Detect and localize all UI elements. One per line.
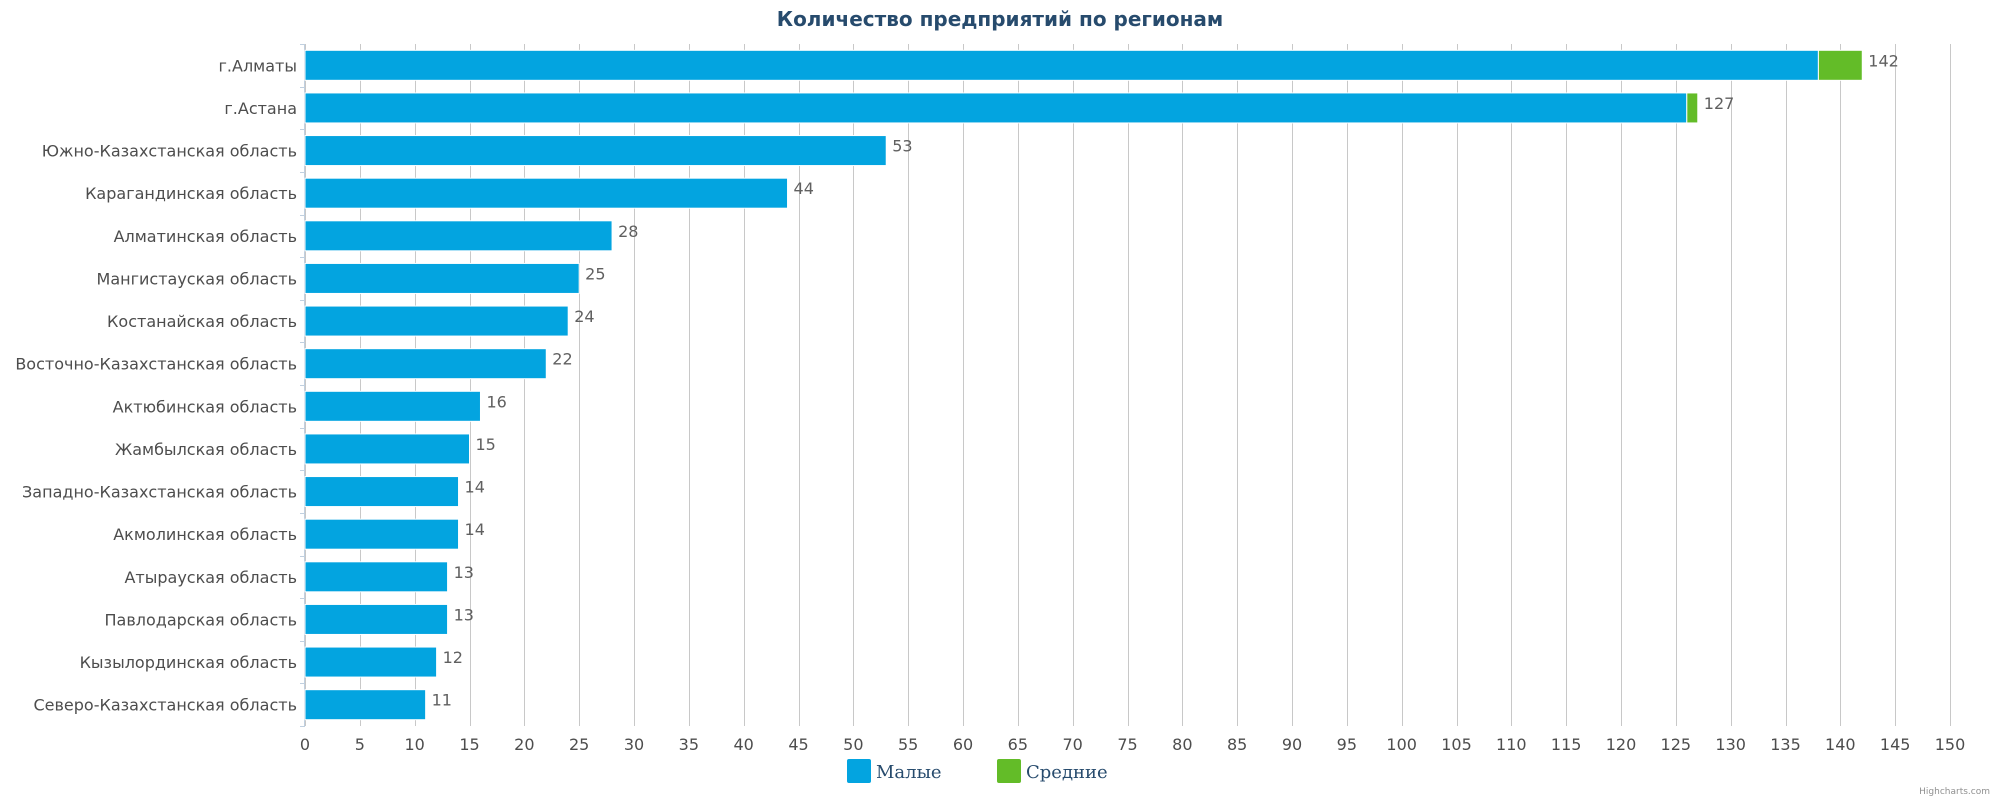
data-label-total: 15: [476, 435, 496, 454]
x-tick-label: 60: [953, 735, 973, 754]
x-tick-label: 15: [459, 735, 479, 754]
x-tick-label: 50: [843, 735, 863, 754]
bar-small-15[interactable]: [304, 689, 427, 721]
category-label: Западно-Казахстанская область: [22, 483, 297, 502]
x-tick-label: 75: [1117, 735, 1137, 754]
category-label: Костанайская область: [107, 312, 297, 331]
x-tick-label: 90: [1282, 735, 1302, 754]
x-tick-label: 125: [1661, 735, 1692, 754]
category-label: Актюбинская область: [113, 397, 297, 416]
data-label-total: 53: [892, 137, 912, 156]
x-tick-label: 80: [1172, 735, 1192, 754]
bar-small-10[interactable]: [304, 476, 460, 508]
x-tick-label: 95: [1337, 735, 1357, 754]
data-label-total: 25: [585, 264, 605, 283]
data-label-total: 127: [1704, 94, 1735, 113]
x-tick-label: 105: [1441, 735, 1472, 754]
legend-swatch: [847, 759, 871, 783]
x-tick-label: 150: [1935, 735, 1966, 754]
category-label: Кызылординская область: [80, 653, 297, 672]
x-tick-label: 35: [679, 735, 699, 754]
bar-small-6[interactable]: [304, 305, 569, 337]
bar-small-7[interactable]: [304, 348, 547, 380]
data-labels: 142 127 53 44 28 25 24 22 16 15 14 14 13 13 12 11: [432, 51, 1899, 709]
data-label-total: 14: [465, 478, 485, 497]
x-tick-label: 55: [898, 735, 918, 754]
category-label: Южно-Казахстанская область: [42, 142, 297, 161]
bar-small-2[interactable]: [304, 135, 887, 167]
chart-title: Количество предприятий по регионам: [777, 7, 1224, 31]
bar-medium-0[interactable]: [1817, 49, 1863, 81]
data-label-total: 24: [574, 307, 594, 326]
legend-label: Малые: [876, 762, 942, 783]
value-axis-labels: 0 5 10 15 20 25 30 35 40 45 50 55 60 65 70 75 80 85 90 95 10…: [300, 735, 1965, 754]
bar-small-4[interactable]: [304, 220, 613, 252]
bar-small-9[interactable]: [304, 433, 470, 465]
category-label: Атырауская область: [124, 568, 297, 587]
category-label: г.Алматы: [219, 56, 298, 75]
bar-medium-1[interactable]: [1686, 92, 1699, 124]
bar-small-11[interactable]: [304, 518, 460, 550]
x-tick-label: 70: [1062, 735, 1082, 754]
category-label: Павлодарская область: [104, 610, 297, 629]
bars: [304, 49, 1863, 721]
legend: Малые Средние: [847, 759, 1108, 783]
category-label: Восточно-Казахстанская область: [15, 355, 297, 374]
legend-item-medium[interactable]: Средние: [997, 759, 1108, 783]
data-label-total: 14: [465, 520, 485, 539]
x-tick-label: 130: [1715, 735, 1746, 754]
credits-text[interactable]: Highcharts.com: [1919, 787, 1990, 797]
x-tick-label: 20: [514, 735, 534, 754]
x-tick-label: 135: [1770, 735, 1801, 754]
data-label-total: 28: [618, 222, 638, 241]
x-tick-label: 10: [404, 735, 424, 754]
data-label-total: 11: [432, 691, 452, 710]
x-tick-label: 45: [788, 735, 808, 754]
x-tick-label: 5: [355, 735, 365, 754]
category-axis-labels: г.Алматы г.Астана Южно-Казахстанская облас…: [15, 56, 297, 714]
bar-small-3[interactable]: [304, 177, 789, 209]
x-tick-label: 30: [624, 735, 644, 754]
x-tick-label: 85: [1227, 735, 1247, 754]
legend-label: Средние: [1026, 762, 1108, 783]
data-label-total: 12: [443, 648, 463, 667]
x-tick-label: 145: [1880, 735, 1911, 754]
category-label: Жамбылская область: [115, 440, 297, 459]
x-tick-label: 115: [1551, 735, 1582, 754]
x-tick-label: 25: [569, 735, 589, 754]
bar-small-1[interactable]: [304, 92, 1688, 124]
category-label: Алматинская область: [114, 227, 297, 246]
x-tick-label: 110: [1496, 735, 1527, 754]
x-tick-label: 100: [1386, 735, 1417, 754]
x-tick-label: 65: [1008, 735, 1028, 754]
data-label-total: 22: [552, 350, 572, 369]
x-tick-label: 140: [1825, 735, 1856, 754]
bar-small-12[interactable]: [304, 561, 449, 593]
category-label: Мангистауская область: [97, 269, 297, 288]
bar-small-5[interactable]: [304, 262, 580, 294]
legend-item-small[interactable]: Малые: [847, 759, 942, 783]
bar-small-8[interactable]: [304, 390, 481, 422]
category-label: Акмолинская область: [113, 525, 297, 544]
bar-small-0[interactable]: [304, 49, 1819, 81]
x-tick-label: 0: [300, 735, 310, 754]
category-label: г.Астана: [224, 99, 297, 118]
data-label-total: 44: [794, 179, 814, 198]
data-label-total: 13: [454, 605, 474, 624]
legend-swatch: [997, 759, 1021, 783]
x-tick-label: 40: [733, 735, 753, 754]
bar-small-14[interactable]: [304, 646, 438, 678]
data-label-total: 16: [486, 392, 506, 411]
category-label: Карагандинская область: [85, 184, 297, 203]
bar-small-13[interactable]: [304, 603, 449, 635]
category-label: Северо-Казахстанская область: [33, 696, 297, 715]
data-label-total: 142: [1868, 51, 1899, 70]
data-label-total: 13: [454, 563, 474, 582]
x-tick-label: 120: [1606, 735, 1637, 754]
